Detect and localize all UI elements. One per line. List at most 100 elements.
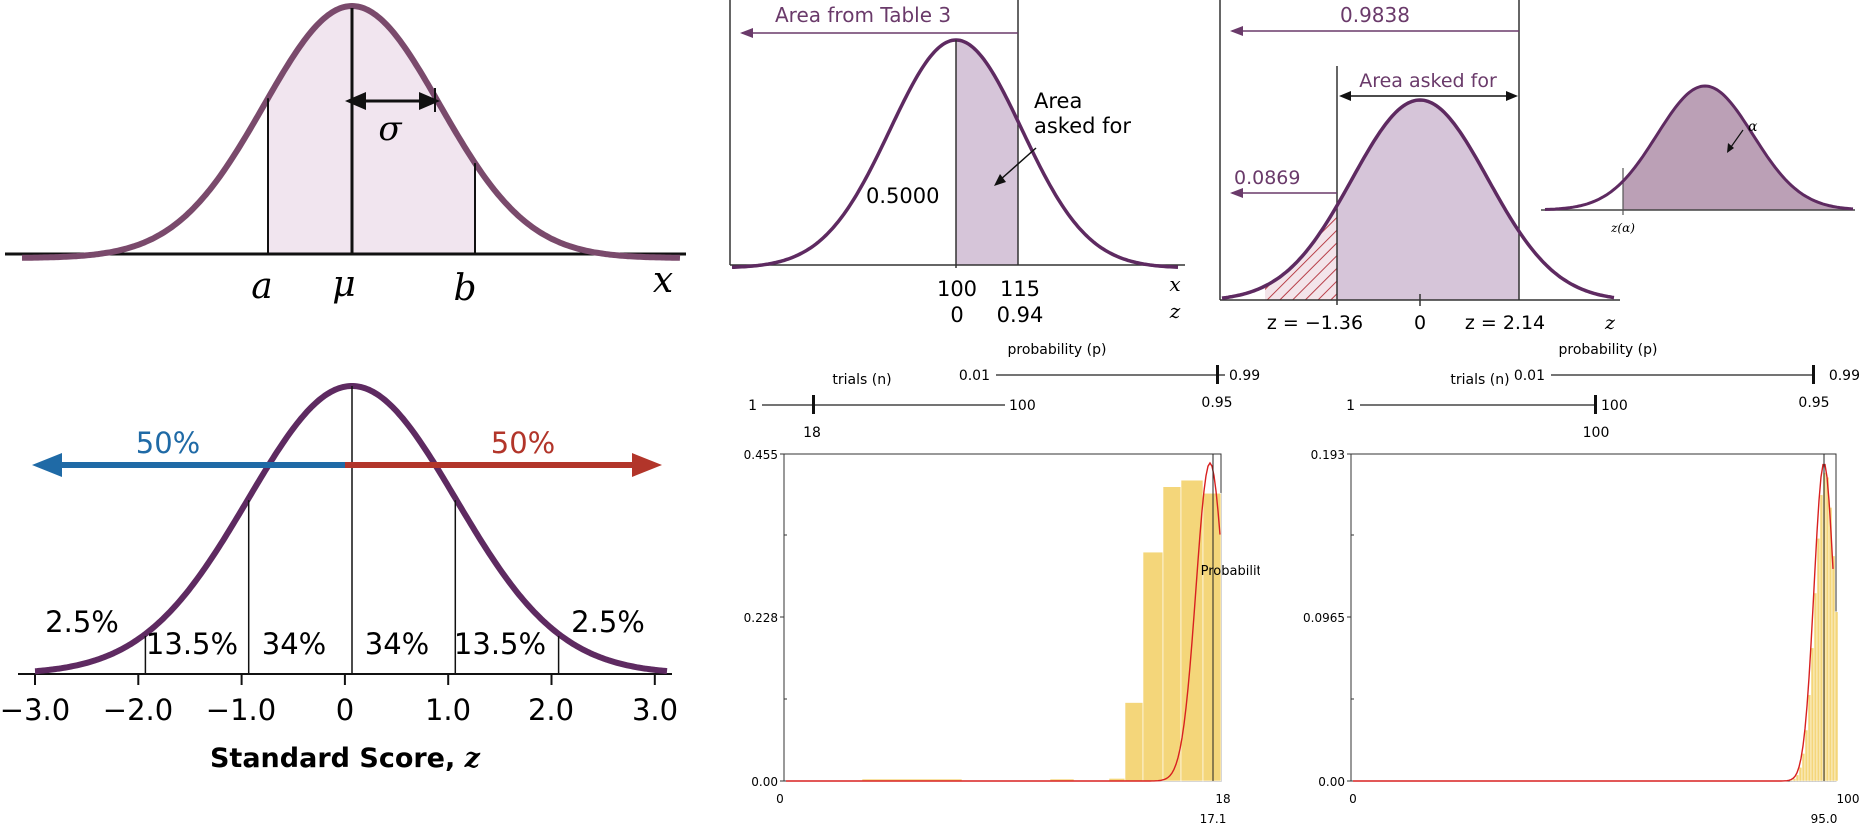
z-tick-094: 0.94 — [997, 303, 1044, 327]
histogram-bar — [1124, 702, 1144, 782]
prob-slider-thumb[interactable] — [1812, 365, 1815, 384]
tick-label-0: 0 — [336, 693, 354, 727]
binomial-applet-n100: probability (p) 0.01 0.99 0.95 trials (n… — [1290, 330, 1871, 828]
histogram-bar — [1825, 476, 1830, 782]
region-label-2: 13.5% — [146, 627, 238, 661]
prob-slider-label: probability (p) — [1008, 342, 1107, 358]
z-tick-0: 0 — [950, 303, 963, 327]
z-alpha-diagram: α z(α) — [1541, 84, 1855, 235]
trials-slider-label: trials (n) — [1450, 372, 1509, 388]
x-tick-115: 115 — [1000, 277, 1040, 301]
normal-curve — [1221, 98, 1615, 300]
b-label: b — [453, 268, 476, 309]
asked-area-shading — [956, 40, 1018, 265]
alpha-label: α — [1748, 119, 1758, 135]
tick-label--3: −3.0 — [0, 693, 70, 727]
alpha-area-shading — [1623, 86, 1853, 210]
trials-slider-thumb[interactable] — [1594, 395, 1597, 414]
region-label-4: 34% — [365, 627, 429, 661]
table-area-arrow-head — [740, 28, 753, 38]
mean-marker-label: 17.1 — [1200, 812, 1227, 826]
prob-slider-min: 0.01 — [1514, 368, 1545, 384]
histogram-bar — [1162, 486, 1182, 782]
histogram-bar — [1831, 555, 1836, 782]
y-tick-label-top: 0.455 — [744, 448, 778, 462]
normal-fit-curve — [786, 461, 1221, 782]
normal-curve-mu-sigma-diagram: σ a μ b x — [5, 2, 686, 309]
normal-fit-curve — [1353, 463, 1834, 782]
tick-label-2: 2.0 — [528, 693, 574, 727]
shaded-area-a-to-b — [268, 6, 475, 254]
table3-area-diagram: Area from Table 3 Area asked for 0.5000 … — [729, 0, 1185, 327]
left-half-arrow-head — [32, 453, 62, 477]
empirical-rule-panel: 50% 50% 2.5% 13.5% 34% 34% 13.5% 2.5% −3… — [0, 320, 700, 790]
normal-curve — [731, 38, 1179, 270]
prob-slider-max: 0.99 — [1829, 368, 1860, 384]
left-half-label: 50% — [136, 426, 200, 460]
z-alpha-label: z(α) — [1610, 221, 1635, 235]
binomial-applet-n100-svg: probability (p) 0.01 0.99 0.95 trials (n… — [1303, 342, 1860, 826]
y-tick-label-bottom: 0.00 — [751, 775, 778, 789]
trials-slider-thumb[interactable] — [812, 395, 815, 414]
x-max-label: 100 — [1837, 792, 1860, 806]
alpha-pointer-head — [1727, 143, 1734, 153]
table3-area-panel: Area from Table 3 Area asked for 0.5000 … — [720, 0, 1190, 335]
mu-label: μ — [332, 264, 355, 305]
sigma-arrow-left-head — [345, 92, 366, 110]
top-value-arrow-head — [1230, 26, 1243, 36]
right-half-label: 50% — [491, 426, 555, 460]
mean-marker-label: 95.0 — [1811, 812, 1838, 826]
right-half-arrow-head — [632, 453, 662, 477]
region-label-6: 2.5% — [571, 605, 645, 639]
histogram-bar — [1801, 753, 1806, 782]
asked-area-label: Area asked for — [1359, 70, 1497, 92]
tick-label--2: −2.0 — [103, 693, 173, 727]
histogram-bar — [1795, 774, 1800, 782]
area-pointer-line — [999, 147, 1037, 181]
plot-frame — [1350, 453, 1837, 782]
axis-title: Standard Score, z — [210, 743, 481, 774]
a-label: a — [251, 266, 272, 307]
trials-slider-max: 100 — [1009, 398, 1036, 414]
trials-slider-max: 100 — [1601, 398, 1628, 414]
y-tick-label-mid: 0.228 — [744, 611, 778, 625]
x-max-label: 18 — [1215, 792, 1230, 806]
z-axis-letter: z — [1604, 312, 1616, 334]
x-tick-100: 100 — [937, 277, 977, 301]
histogram-bar — [1816, 538, 1821, 782]
z-left-label: z = −1.36 — [1267, 312, 1363, 334]
binomial-applet-n18: probability (p) 0.01 0.99 0.95 trials (n… — [740, 330, 1260, 828]
histogram-bar — [1180, 479, 1204, 782]
half-value-label: 0.5000 — [866, 184, 939, 208]
histogram-bar — [1142, 551, 1164, 782]
histogram-bar — [1834, 611, 1839, 782]
empirical-rule-diagram: 50% 50% 2.5% 13.5% 34% 34% 13.5% 2.5% −3… — [0, 383, 678, 774]
histogram-bar — [1819, 494, 1824, 782]
top-value-label: 0.9838 — [1340, 3, 1410, 27]
prob-slider-thumb[interactable] — [1216, 365, 1219, 384]
histogram-bar — [1804, 729, 1809, 782]
y-tick-label-mid: 0.0965 — [1303, 611, 1345, 625]
histogram-bar — [1202, 492, 1222, 782]
area-pointer-head — [994, 174, 1006, 186]
trials-slider-min: 1 — [1346, 398, 1355, 414]
z-alpha-panel: α z(α) — [1535, 35, 1871, 245]
prob-slider-label: probability (p) — [1559, 342, 1658, 358]
y-tick-label-bottom: 0.00 — [1318, 775, 1345, 789]
x-label: x — [653, 260, 673, 301]
region-label-5: 13.5% — [454, 627, 546, 661]
tick-label-1: 1.0 — [425, 693, 471, 727]
left-value-arrow-head — [1230, 188, 1243, 198]
table-area-label: Area from Table 3 — [775, 3, 951, 27]
sd-lines — [144, 386, 560, 674]
x-min-label: 0 — [776, 792, 784, 806]
alpha-pointer — [1730, 129, 1744, 148]
region-label-1: 2.5% — [45, 605, 119, 639]
area-label-line2: asked for — [1034, 114, 1131, 138]
left-value-label: 0.0869 — [1234, 167, 1300, 189]
prob-slider-max: 0.99 — [1229, 368, 1260, 384]
prob-slider-value: 0.95 — [1201, 395, 1232, 411]
sigma-label: σ — [378, 109, 402, 149]
asked-area-arrow-right-head — [1506, 91, 1518, 101]
